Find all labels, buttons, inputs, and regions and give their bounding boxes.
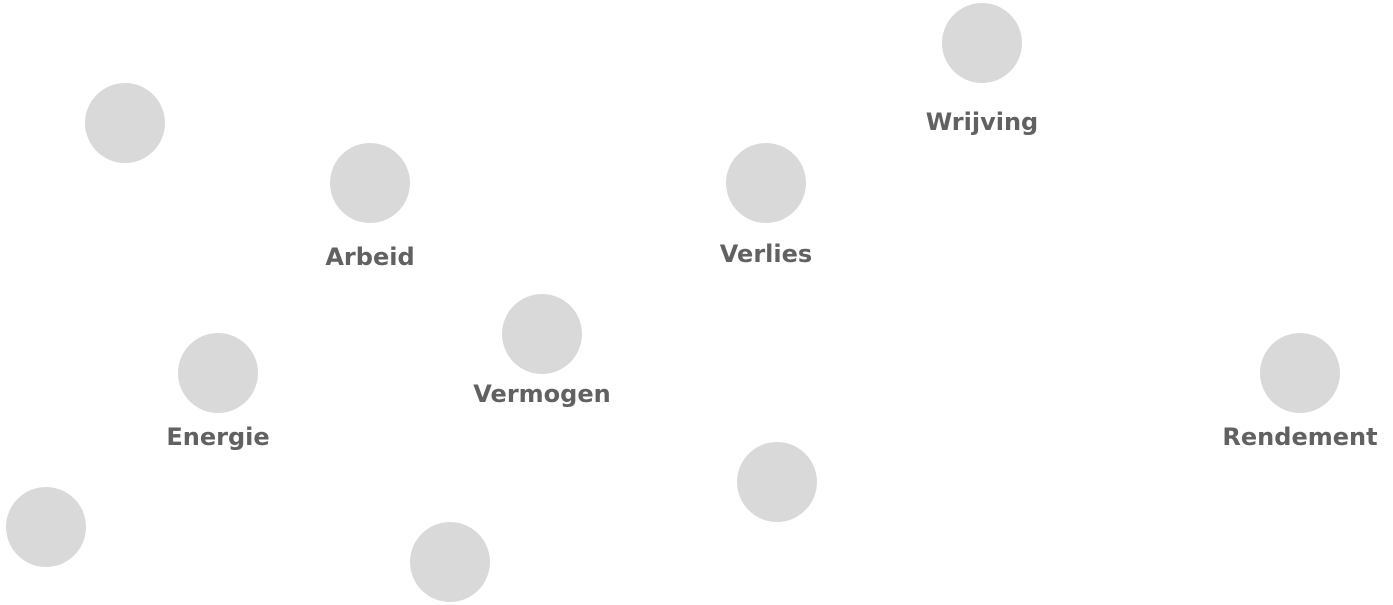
node-circle: [6, 487, 86, 567]
node-label: Rendement: [1222, 423, 1377, 451]
node-label: Vermogen: [473, 380, 610, 408]
node-label: Energie: [166, 423, 269, 451]
node-circle: [737, 442, 817, 522]
node-circle: [1260, 333, 1340, 413]
node-label: Wrijving: [926, 108, 1038, 136]
node-circle: [330, 143, 410, 223]
node-circle: [502, 294, 582, 374]
node-circle: [726, 143, 806, 223]
node-label: Arbeid: [325, 243, 414, 271]
node-circle: [410, 522, 490, 602]
node-circle: [942, 3, 1022, 83]
node-label: Verlies: [720, 240, 812, 268]
node-circle: [178, 333, 258, 413]
node-circle: [85, 83, 165, 163]
